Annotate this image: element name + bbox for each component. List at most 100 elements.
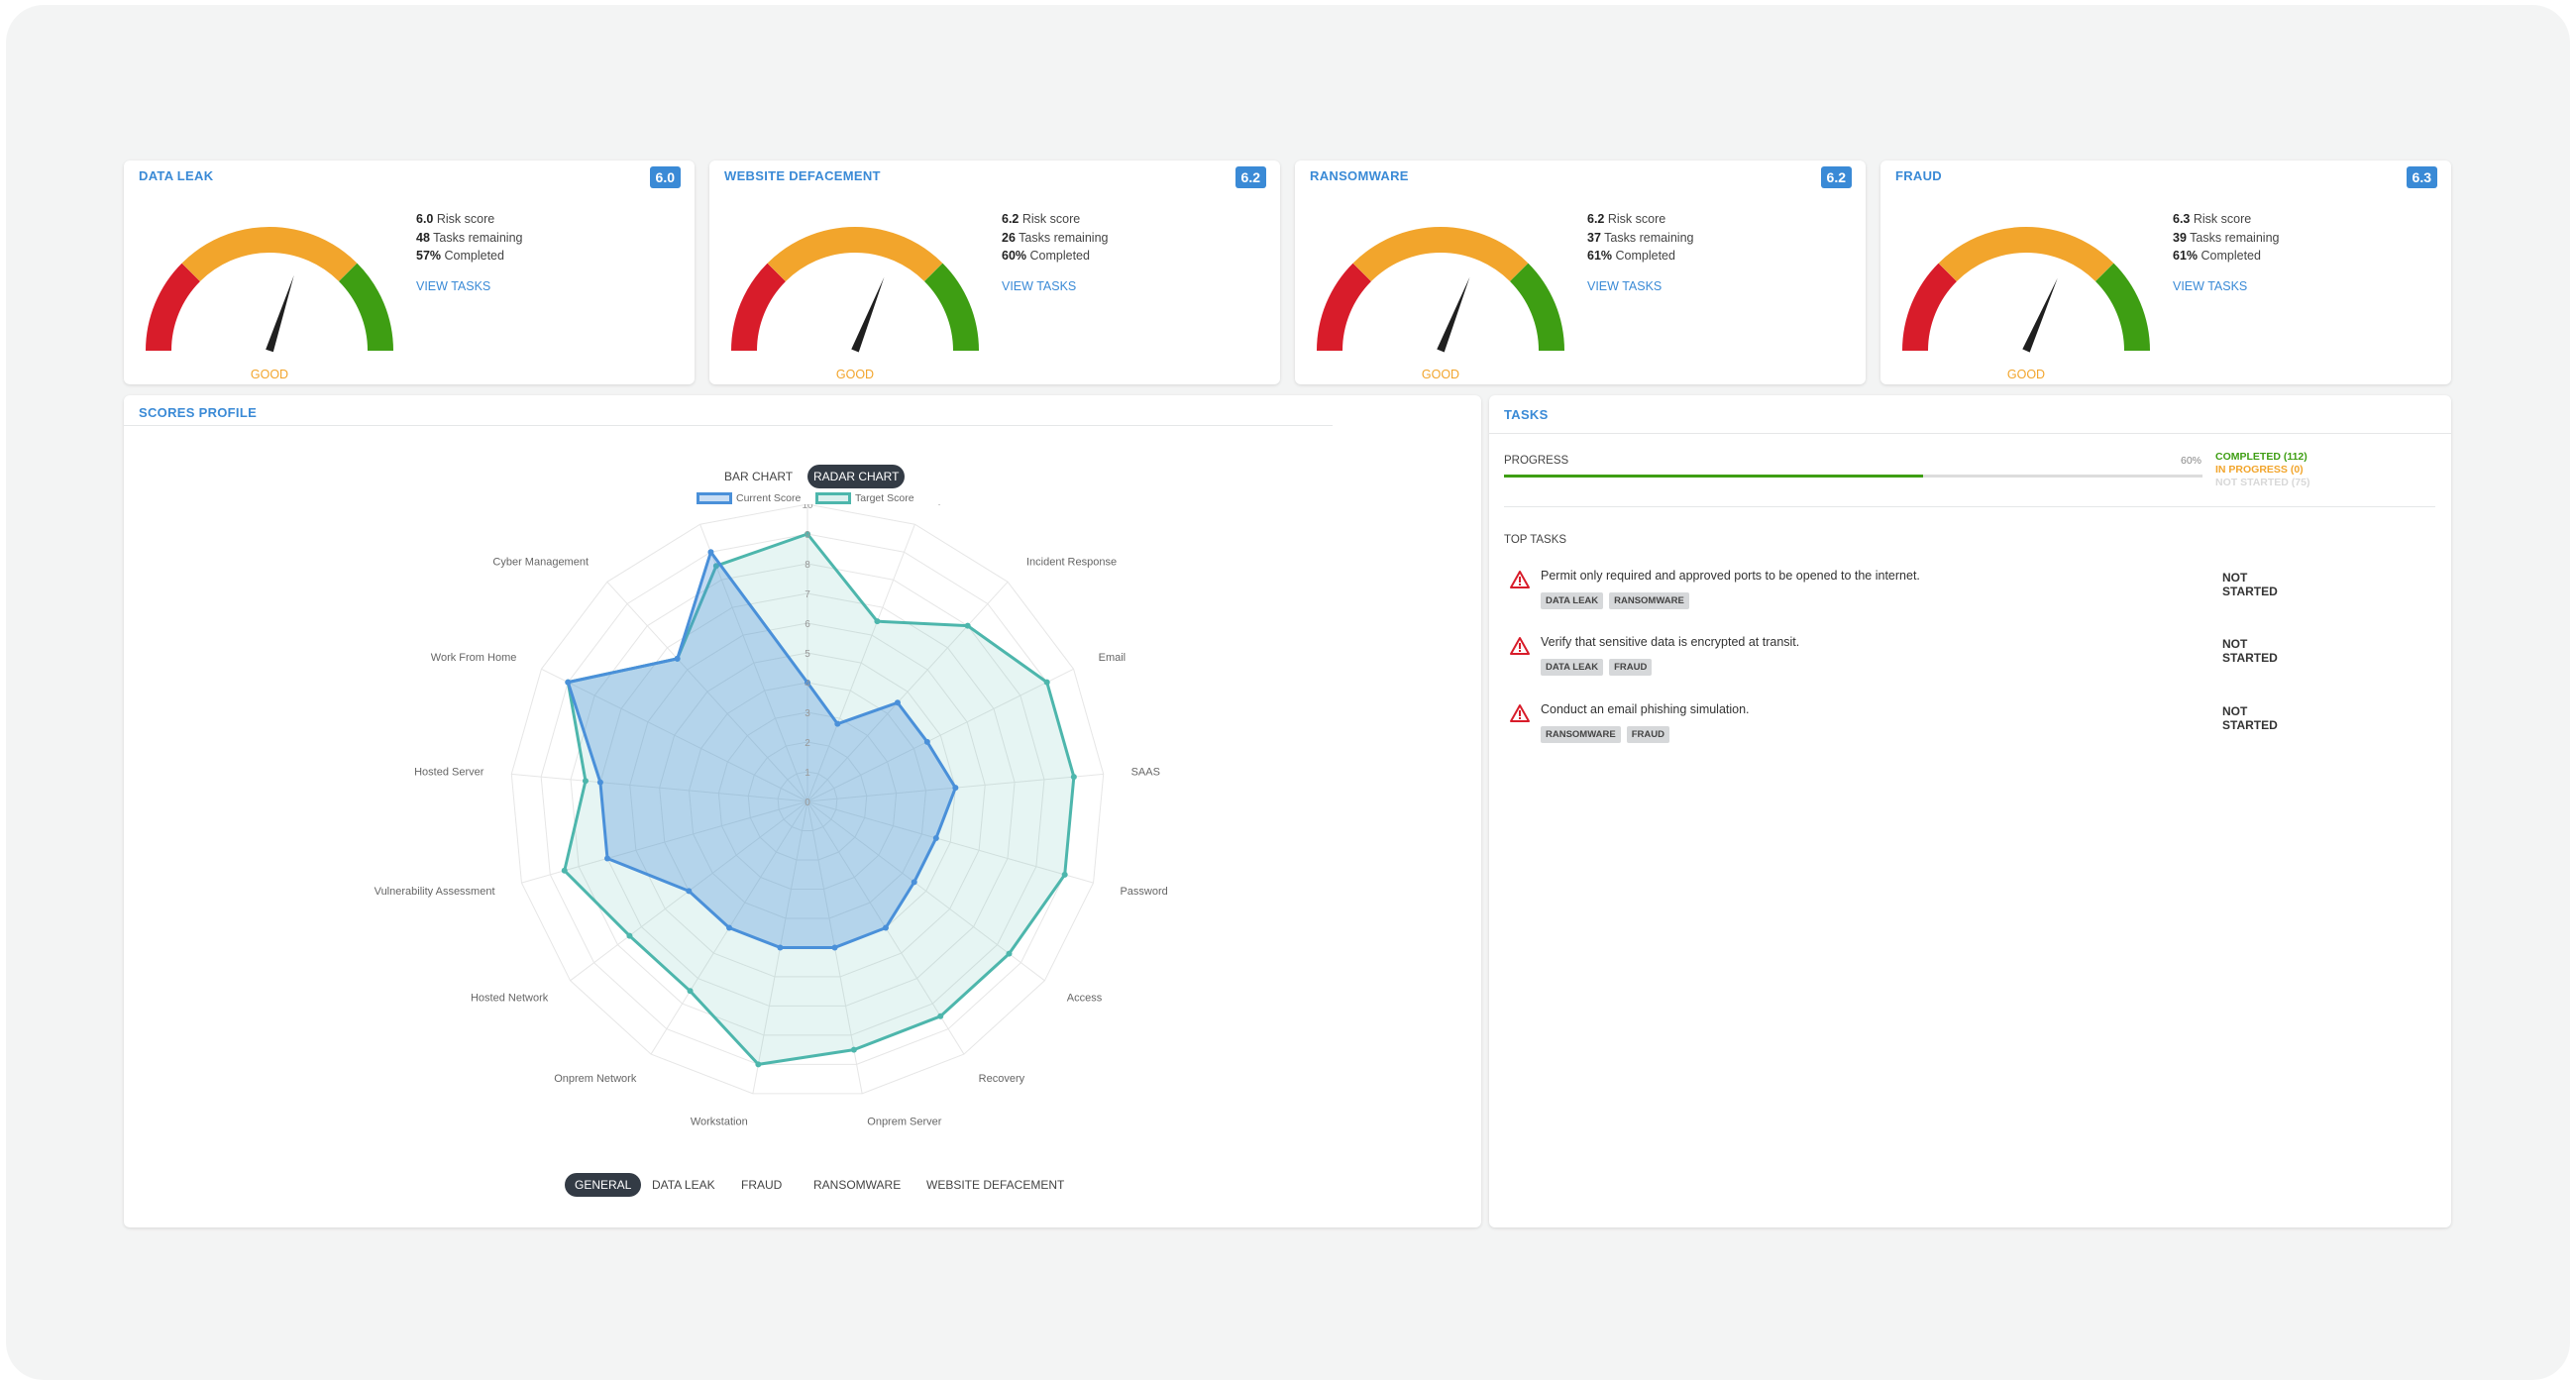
radar-category-label: Vulnerability Assessment [375, 886, 495, 898]
target-score-point[interactable] [964, 622, 971, 629]
current-score-point[interactable] [952, 785, 959, 792]
current-score-point[interactable] [565, 679, 572, 686]
current-score-area [566, 550, 957, 949]
target-score-point[interactable] [712, 563, 719, 570]
dashboard-frame: DATA LEAK 6.0 GOOD 6.0 Risk score 48 Tas… [6, 5, 2570, 1380]
radar-category-label: Work From Home [431, 652, 517, 664]
radar-category-label: Hosted Network [471, 993, 549, 1005]
card-title: FRAUD [1895, 168, 1942, 183]
divider [124, 425, 1333, 426]
tag: DATA LEAK [1541, 592, 1604, 609]
target-score-point[interactable] [582, 778, 589, 785]
current-score-point[interactable] [923, 738, 930, 745]
target-score-point[interactable] [874, 618, 881, 625]
target-score-point[interactable] [1043, 679, 1050, 686]
task-status: NOT STARTED [2222, 637, 2278, 665]
legend-target[interactable]: Target Score [815, 492, 914, 504]
target-score-point[interactable] [850, 1046, 857, 1053]
gauge: GOOD [1900, 225, 2152, 380]
score-badge: 6.0 [649, 166, 681, 188]
target-score-point[interactable] [1006, 950, 1013, 957]
current-score-point[interactable] [831, 944, 838, 951]
target-score-point[interactable] [755, 1061, 762, 1068]
current-score-point[interactable] [911, 879, 917, 886]
view-tasks-link[interactable]: VIEW TASKS [1587, 279, 1663, 293]
gauge: GOOD [729, 225, 981, 380]
target-score-point[interactable] [805, 531, 810, 537]
tasks-panel: TASKS PROGRESS 60% COMPLETED (112) IN PR… [1489, 395, 2451, 1227]
tab-fraud[interactable]: FRAUD [741, 1178, 783, 1192]
target-score-point[interactable] [1061, 871, 1068, 878]
tag: RANSOMWARE [1609, 592, 1689, 609]
view-tasks-link[interactable]: VIEW TASKS [1002, 279, 1077, 293]
progress-bar-fill [1504, 475, 1923, 478]
task-text: Conduct an email phishing simulation. [1541, 702, 1750, 716]
tag: FRAUD [1609, 659, 1653, 676]
current-score-point[interactable] [777, 944, 784, 951]
radar-category-label: Workstation [691, 1116, 748, 1127]
radar-spoke [521, 800, 808, 884]
radar-grid-ring [629, 622, 986, 978]
task-tags: RANSOMWARE FRAUD [1541, 724, 1675, 743]
card-title: DATA LEAK [139, 168, 214, 183]
gauge-mid-arc [767, 227, 943, 282]
radar-category-label: Password [1120, 886, 1167, 898]
radar-category-label: Access [1067, 993, 1103, 1005]
divider [1489, 433, 2451, 434]
current-score-point[interactable] [805, 680, 810, 686]
task-status: NOT STARTED [2222, 704, 2278, 732]
legend-swatch-current [697, 492, 732, 504]
target-score-point[interactable] [626, 932, 633, 939]
bar-chart-toggle[interactable]: BAR CHART [724, 470, 794, 483]
legend-not-started: NOT STARTED (75) [2215, 477, 2310, 488]
target-score-point[interactable] [1070, 774, 1077, 781]
gauge-needle [851, 276, 885, 353]
gauge-needle [266, 274, 294, 353]
radar-grid-ring [717, 711, 898, 890]
radar-category-label: Incident Response [1026, 557, 1117, 569]
gauge-rating-label: GOOD [1422, 368, 1459, 380]
tab-ransomware[interactable]: RANSOMWARE [813, 1178, 902, 1192]
current-score-point[interactable] [596, 779, 603, 786]
legend-in-progress: IN PROGRESS (0) [2215, 464, 2304, 476]
radar-category-label: Hr [679, 504, 691, 505]
current-score-point[interactable] [882, 924, 889, 931]
current-score-point[interactable] [707, 549, 714, 556]
tab-general[interactable]: GENERAL [565, 1173, 642, 1197]
target-score-point[interactable] [937, 1012, 944, 1019]
card-title: RANSOMWARE [1310, 168, 1409, 183]
gauge-needle [1437, 276, 1470, 353]
radar-category-label: Email [1099, 652, 1127, 664]
gauge-needle [2022, 277, 2058, 353]
radar-spoke [511, 773, 808, 802]
current-score-point[interactable] [932, 834, 939, 841]
gauge-mid-arc [181, 227, 358, 282]
radar-tick-label: 4 [805, 679, 810, 690]
current-score-point[interactable] [674, 655, 681, 662]
radar-category-label: Physical Infrastructure [924, 504, 1032, 505]
tab-data-leak[interactable]: DATA LEAK [652, 1178, 715, 1192]
risk-card-fraud: FRAUD 6.3 GOOD 6.3 Risk score 39 Tasks r… [1880, 160, 2451, 384]
radar-grid-ring [747, 741, 868, 861]
tag: DATA LEAK [1541, 659, 1604, 676]
current-score-point[interactable] [686, 888, 693, 895]
tab-website-defacement[interactable]: WEBSITE DEFACEMENT [926, 1178, 1065, 1192]
current-score-point[interactable] [726, 924, 733, 931]
radar-category-label: Recovery [979, 1073, 1025, 1085]
current-score-point[interactable] [604, 855, 611, 862]
gauge-rating-label: GOOD [836, 368, 874, 380]
target-score-point[interactable] [687, 988, 694, 995]
radar-category-label: Cyber Management [492, 557, 589, 569]
legend-current[interactable]: Current Score [697, 492, 801, 504]
gauge-low-arc [1317, 263, 1372, 352]
current-score-point[interactable] [834, 720, 841, 727]
gauge-low-arc [731, 263, 787, 352]
score-badge: 6.3 [2406, 166, 2437, 188]
gauge-high-arc [923, 263, 979, 352]
view-tasks-link[interactable]: VIEW TASKS [2173, 279, 2248, 293]
target-score-point[interactable] [561, 867, 568, 874]
radar-chart-toggle[interactable]: RADAR CHART [807, 465, 906, 488]
current-score-point[interactable] [894, 699, 901, 706]
radar-spoke [806, 800, 1094, 884]
view-tasks-link[interactable]: VIEW TASKS [416, 279, 491, 293]
